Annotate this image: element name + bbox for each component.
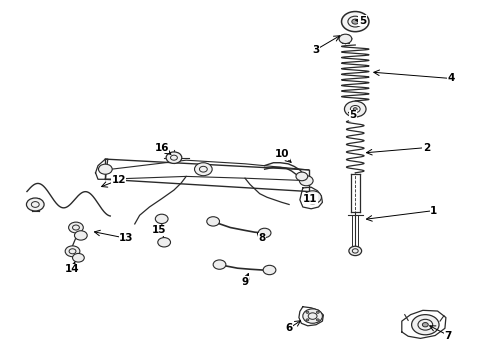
Text: 5: 5 [349, 110, 356, 120]
Circle shape [166, 152, 182, 163]
Text: 7: 7 [444, 330, 452, 341]
Text: 6: 6 [286, 323, 293, 333]
Text: 1: 1 [430, 206, 437, 216]
Text: 10: 10 [274, 149, 289, 159]
Circle shape [342, 12, 369, 32]
Text: 3: 3 [313, 45, 319, 55]
Text: 8: 8 [259, 233, 266, 243]
Text: 2: 2 [423, 143, 430, 153]
Circle shape [306, 319, 309, 321]
Circle shape [296, 172, 308, 181]
Circle shape [65, 246, 80, 257]
Circle shape [317, 319, 319, 321]
Text: 13: 13 [119, 233, 134, 243]
Circle shape [195, 163, 212, 176]
Circle shape [344, 101, 366, 117]
Circle shape [412, 315, 439, 335]
Circle shape [158, 238, 171, 247]
Circle shape [353, 108, 357, 111]
Circle shape [263, 265, 276, 275]
Circle shape [69, 222, 83, 233]
Circle shape [304, 191, 321, 204]
Circle shape [422, 323, 428, 327]
Circle shape [303, 309, 322, 323]
Circle shape [306, 311, 309, 313]
Circle shape [26, 198, 44, 211]
Circle shape [74, 231, 87, 240]
Circle shape [155, 214, 168, 224]
Text: 15: 15 [152, 225, 167, 235]
Circle shape [213, 260, 226, 269]
Text: 12: 12 [111, 175, 126, 185]
Circle shape [207, 217, 220, 226]
Circle shape [349, 246, 362, 256]
Text: 5: 5 [359, 16, 366, 26]
Circle shape [98, 164, 112, 174]
Circle shape [73, 253, 84, 262]
Text: 14: 14 [65, 264, 80, 274]
Text: 9: 9 [242, 276, 248, 287]
Circle shape [317, 311, 319, 313]
Text: 16: 16 [154, 143, 169, 153]
Text: 11: 11 [303, 194, 318, 204]
Text: 4: 4 [447, 73, 455, 84]
Circle shape [258, 228, 271, 238]
Circle shape [299, 176, 313, 186]
Circle shape [339, 34, 352, 44]
Circle shape [352, 19, 359, 24]
